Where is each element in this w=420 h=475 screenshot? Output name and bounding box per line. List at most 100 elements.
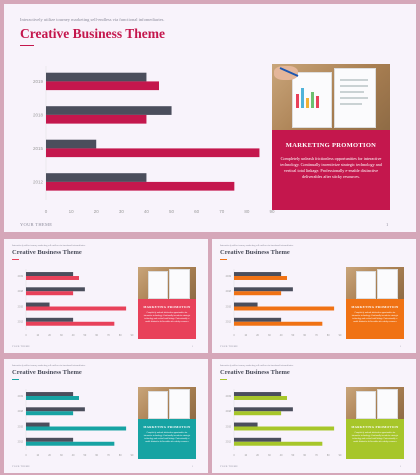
x-tick-label: 90 <box>131 454 134 457</box>
bar-series-1 <box>234 392 282 397</box>
x-tick-label: 0 <box>25 454 27 457</box>
slide-thumbnail[interactable]: Interactively utilize tourney marketing … <box>4 359 208 473</box>
x-tick-label: 60 <box>303 454 306 457</box>
slide-subtitle: Interactively utilize tourney marketing … <box>220 365 294 367</box>
x-tick-label: 20 <box>256 454 259 457</box>
category-tick-label: 2018 <box>226 410 232 413</box>
x-tick-label: 40 <box>72 334 75 337</box>
title-underline <box>12 259 19 260</box>
title-underline <box>12 379 19 380</box>
category-tick-label: 2019 <box>18 395 24 398</box>
title-underline <box>20 45 34 46</box>
x-tick-label: 10 <box>69 209 75 214</box>
x-tick-label: 80 <box>119 454 122 457</box>
category-tick-label: 2018 <box>18 290 24 293</box>
slide-title: Creative Business Theme <box>220 369 290 376</box>
x-tick-label: 0 <box>233 334 235 337</box>
page-number: 1 <box>192 466 194 468</box>
bar-series-2 <box>46 114 147 124</box>
bar-series-2 <box>46 181 235 191</box>
bar-series-2 <box>234 411 282 416</box>
bar-chart: 2019 2018 2015 2012 0 10 20 30 40 50 60 70 80 90 <box>18 389 134 457</box>
x-tick-label: 0 <box>45 209 48 214</box>
promo-box: MARKETING PROMOTION Completely unleash f… <box>138 419 196 459</box>
category-tick-label: 2018 <box>33 112 44 117</box>
promo-title: MARKETING PROMOTION <box>143 425 191 429</box>
bar-series-2 <box>26 306 127 311</box>
slide-title: Creative Business Theme <box>12 369 82 376</box>
category-tick-label: 2015 <box>226 305 232 308</box>
promo-body: Completely unleash frictionless opportun… <box>280 156 382 180</box>
page-number: 1 <box>400 466 402 468</box>
bar-series-1 <box>26 422 50 427</box>
marketing-photo <box>272 64 390 130</box>
bar-series-2 <box>26 321 115 326</box>
bar-series-1 <box>26 407 85 412</box>
bar-series-2 <box>46 81 159 91</box>
promo-body: Completely unleash frictionless opportun… <box>351 432 399 444</box>
category-tick-label: 2015 <box>18 305 24 308</box>
bar-series-2 <box>234 306 335 311</box>
x-tick-label: 60 <box>194 209 200 214</box>
bar-series-1 <box>46 139 97 149</box>
slide-subtitle: Interactively utilize tourney marketing … <box>220 245 294 247</box>
x-tick-label: 80 <box>119 334 122 337</box>
x-tick-label: 50 <box>169 209 175 214</box>
x-tick-label: 30 <box>268 454 271 457</box>
x-tick-label: 20 <box>256 334 259 337</box>
x-tick-label: 40 <box>280 454 283 457</box>
category-tick-label: 2019 <box>33 79 44 84</box>
category-tick-label: 2015 <box>18 425 24 428</box>
x-tick-label: 70 <box>315 334 318 337</box>
bar-series-2 <box>234 321 323 326</box>
promo-body: Completely unleash frictionless opportun… <box>143 432 191 444</box>
promo-box: MARKETING PROMOTION Completely unleash f… <box>346 299 404 339</box>
x-tick-label: 90 <box>269 209 275 214</box>
x-tick-label: 60 <box>95 454 98 457</box>
bar-series-1 <box>26 437 74 442</box>
x-tick-label: 70 <box>315 454 318 457</box>
bar-series-2 <box>234 426 335 431</box>
promo-title: MARKETING PROMOTION <box>351 425 399 429</box>
slide-thumbnail[interactable]: Interactively utilize tourney marketing … <box>4 239 208 353</box>
x-tick-label: 60 <box>303 334 306 337</box>
category-tick-label: 2015 <box>33 146 44 151</box>
bar-series-2 <box>234 396 287 400</box>
bar-series-1 <box>234 437 282 442</box>
page-number: 1 <box>386 222 389 227</box>
x-tick-label: 30 <box>60 334 63 337</box>
bar-series-1 <box>26 272 74 277</box>
slide-subtitle: Interactively utilize tourney marketing … <box>12 365 86 367</box>
x-tick-label: 70 <box>107 334 110 337</box>
bar-series-2 <box>26 291 74 296</box>
category-tick-label: 2019 <box>226 395 232 398</box>
photo-chart-icon <box>279 67 368 108</box>
bar-series-1 <box>26 302 50 307</box>
bar-chart: 2019 2018 2015 2012 0 10 20 30 40 50 60 70 80 90 <box>18 269 134 337</box>
bar-series-2 <box>234 441 323 446</box>
page-number: 1 <box>400 346 402 348</box>
slide-thumbnail[interactable]: Interactively utilize tourney marketing … <box>212 239 416 353</box>
main-slide[interactable]: Interactively utilize tourney marketing … <box>4 4 416 232</box>
marketing-photo <box>138 387 196 419</box>
x-tick-label: 50 <box>292 454 295 457</box>
bar-series-1 <box>26 392 74 397</box>
x-tick-label: 20 <box>48 334 51 337</box>
title-underline <box>220 259 227 260</box>
slide-subtitle: Interactively utilize tourney marketing … <box>20 17 165 22</box>
slide-thumbnail[interactable]: Interactively utilize tourney marketing … <box>212 359 416 473</box>
promo-box: MARKETING PROMOTION Completely unleash f… <box>138 299 196 339</box>
x-tick-label: 30 <box>60 454 63 457</box>
x-tick-label: 40 <box>72 454 75 457</box>
x-tick-label: 80 <box>327 454 330 457</box>
marketing-photo <box>346 387 404 419</box>
x-tick-label: 40 <box>280 334 283 337</box>
title-underline <box>220 379 227 380</box>
category-tick-label: 2018 <box>18 410 24 413</box>
bar-series-1 <box>46 72 147 82</box>
x-tick-label: 80 <box>327 334 330 337</box>
x-tick-label: 50 <box>292 334 295 337</box>
bar-series-2 <box>26 276 79 280</box>
bar-series-1 <box>234 287 293 292</box>
bar-series-2 <box>26 441 115 446</box>
